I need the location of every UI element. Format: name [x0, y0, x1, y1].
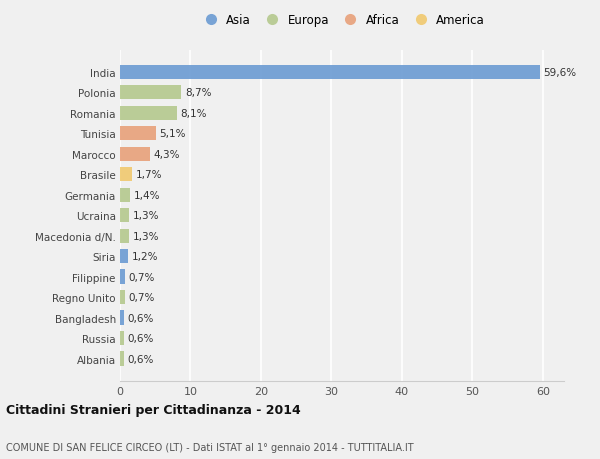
Text: 0,6%: 0,6% [128, 333, 154, 343]
Text: 1,2%: 1,2% [132, 252, 158, 262]
Text: 8,7%: 8,7% [185, 88, 211, 98]
Text: 1,4%: 1,4% [133, 190, 160, 200]
Text: 0,6%: 0,6% [128, 313, 154, 323]
Bar [120, 86, 181, 100]
Legend: Asia, Europa, Africa, America: Asia, Europa, Africa, America [196, 10, 488, 30]
Text: COMUNE DI SAN FELICE CIRCEO (LT) - Dati ISTAT al 1° gennaio 2014 - TUTTITALIA.IT: COMUNE DI SAN FELICE CIRCEO (LT) - Dati … [6, 442, 413, 452]
Text: 1,7%: 1,7% [136, 170, 162, 180]
Bar [120, 270, 125, 284]
Bar [120, 352, 124, 366]
Text: 0,7%: 0,7% [128, 272, 155, 282]
Bar [120, 188, 130, 202]
Text: 0,6%: 0,6% [128, 354, 154, 364]
Bar [120, 249, 128, 264]
Bar [120, 311, 124, 325]
Text: Cittadini Stranieri per Cittadinanza - 2014: Cittadini Stranieri per Cittadinanza - 2… [6, 403, 301, 416]
Bar [120, 291, 125, 305]
Text: 0,7%: 0,7% [128, 292, 155, 302]
Bar [120, 127, 156, 141]
Bar [120, 168, 132, 182]
Bar [120, 229, 129, 243]
Bar [120, 147, 151, 162]
Text: 1,3%: 1,3% [133, 211, 159, 221]
Text: 59,6%: 59,6% [544, 67, 577, 78]
Text: 8,1%: 8,1% [181, 108, 207, 118]
Text: 5,1%: 5,1% [160, 129, 186, 139]
Bar [120, 66, 540, 80]
Bar [120, 208, 129, 223]
Text: 4,3%: 4,3% [154, 150, 181, 159]
Bar [120, 106, 177, 121]
Bar [120, 331, 124, 346]
Text: 1,3%: 1,3% [133, 231, 159, 241]
